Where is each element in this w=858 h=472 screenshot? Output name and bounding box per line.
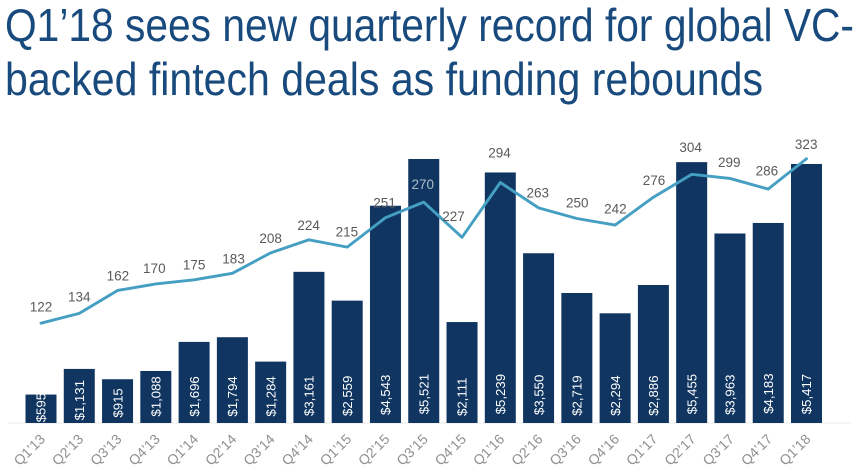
svg-text:Q1’18 sees new quarterly recor: Q1’18 sees new quarterly record for glob…	[5, 0, 854, 51]
svg-text:208: 208	[259, 231, 282, 246]
svg-text:$4,543: $4,543	[378, 375, 393, 415]
svg-text:$915: $915	[110, 388, 125, 417]
svg-text:294: 294	[488, 146, 511, 161]
svg-text:$1,088: $1,088	[149, 376, 164, 416]
svg-text:$595: $595	[34, 393, 49, 422]
svg-text:$3,550: $3,550	[531, 375, 546, 415]
svg-text:$5,455: $5,455	[684, 374, 699, 414]
svg-text:227: 227	[442, 209, 465, 224]
svg-text:286: 286	[756, 164, 779, 179]
svg-text:270: 270	[411, 177, 434, 192]
svg-text:170: 170	[143, 261, 166, 276]
svg-text:323: 323	[795, 137, 818, 152]
svg-text:backed fintech deals as fundin: backed fintech deals as funding rebounds	[5, 53, 763, 105]
svg-text:224: 224	[297, 218, 320, 233]
svg-text:242: 242	[604, 202, 627, 217]
svg-text:299: 299	[718, 155, 741, 170]
svg-text:$1,794: $1,794	[225, 376, 240, 416]
svg-text:$5,417: $5,417	[799, 374, 814, 414]
svg-text:$2,559: $2,559	[340, 376, 355, 416]
svg-text:$1,131: $1,131	[72, 380, 87, 420]
svg-text:134: 134	[68, 289, 91, 304]
svg-text:263: 263	[527, 185, 550, 200]
svg-text:215: 215	[336, 224, 359, 239]
svg-text:$3,963: $3,963	[723, 375, 738, 415]
svg-text:$2,719: $2,719	[570, 375, 585, 415]
svg-text:$2,294: $2,294	[608, 375, 623, 415]
svg-text:250: 250	[566, 195, 589, 210]
svg-text:175: 175	[183, 258, 206, 273]
svg-text:122: 122	[30, 299, 53, 314]
svg-text:$1,284: $1,284	[263, 376, 278, 416]
svg-text:$5,521: $5,521	[416, 374, 431, 414]
svg-text:$5,239: $5,239	[493, 374, 508, 414]
svg-text:$3,161: $3,161	[302, 376, 317, 416]
svg-text:$2,886: $2,886	[646, 375, 661, 415]
svg-text:276: 276	[643, 173, 666, 188]
svg-text:$1,696: $1,696	[187, 376, 202, 416]
svg-text:$2,111: $2,111	[455, 378, 470, 416]
svg-text:$4,183: $4,183	[761, 373, 776, 413]
svg-text:304: 304	[679, 140, 702, 155]
svg-text:251: 251	[373, 196, 396, 211]
svg-text:162: 162	[107, 269, 130, 284]
svg-text:183: 183	[222, 252, 245, 267]
